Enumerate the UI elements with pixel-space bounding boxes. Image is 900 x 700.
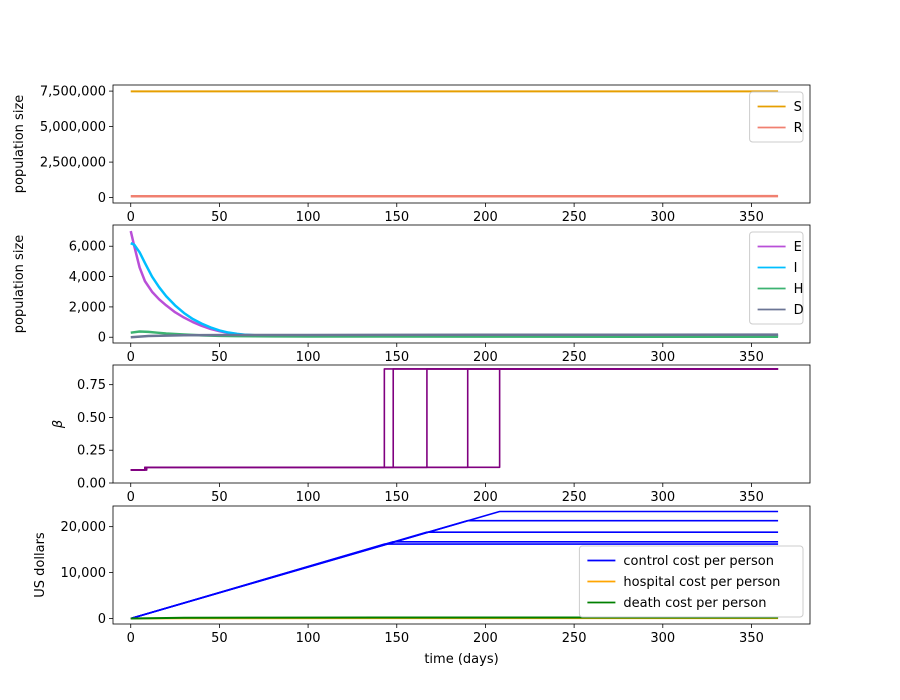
legend-label: I bbox=[794, 261, 798, 276]
x-tick-label: 150 bbox=[384, 631, 409, 646]
y-tick-label: 0.00 bbox=[77, 477, 106, 492]
y-axis-label: US dollars bbox=[33, 532, 48, 598]
legend-label: S bbox=[794, 100, 802, 115]
axes-frame bbox=[112, 364, 811, 484]
x-tick-label: 350 bbox=[739, 631, 764, 646]
x-tick-label: 0 bbox=[127, 350, 135, 365]
x-tick-label: 250 bbox=[562, 350, 587, 365]
x-tick-label: 350 bbox=[739, 210, 764, 225]
subplot-3: 0 50 100 150 200 250 300 350 0.00 0.25 0.50 0.75 β bbox=[51, 364, 811, 505]
legend-box bbox=[749, 231, 804, 325]
legend: control cost per person hospital cost per… bbox=[578, 545, 804, 618]
subplot-2: 0 50 100 150 200 250 300 350 0 2,000 4,000 6,000 pop… bbox=[12, 224, 811, 365]
series-line-run-1 bbox=[130, 368, 779, 471]
x-tick-label: 100 bbox=[296, 210, 321, 225]
legend-label: control cost per person bbox=[623, 554, 774, 569]
series-line-run-3 bbox=[130, 368, 779, 471]
x-tick-label: 350 bbox=[739, 490, 764, 505]
x-tick-label: 250 bbox=[562, 210, 587, 225]
x-tick-label: 300 bbox=[650, 350, 675, 365]
y-axis-label: population size bbox=[12, 95, 27, 194]
x-tick-label: 250 bbox=[562, 490, 587, 505]
x-tick-label: 350 bbox=[739, 350, 764, 365]
x-tick-label: 0 bbox=[127, 490, 135, 505]
x-tick-label: 150 bbox=[384, 210, 409, 225]
y-tick-label: 2,000 bbox=[69, 300, 106, 315]
series-line-i bbox=[130, 242, 779, 337]
x-tick-label: 100 bbox=[296, 490, 321, 505]
legend-label: hospital cost per person bbox=[623, 575, 780, 590]
x-tick-label: 200 bbox=[473, 631, 498, 646]
subplot-4: 0 50 100 150 200 250 300 350 0 10,000 20,000 US dol… bbox=[33, 505, 811, 667]
y-tick-label: 0 bbox=[98, 331, 106, 346]
x-tick-label: 300 bbox=[650, 210, 675, 225]
y-tick-label: 7,500,000 bbox=[40, 85, 106, 100]
series-line-run-2 bbox=[130, 368, 779, 471]
subplot-1: 0 50 100 150 200 250 300 350 0 2,500,000 5,000,000… bbox=[12, 84, 811, 225]
y-tick-label: 4,000 bbox=[69, 270, 106, 285]
series-line-run-5 bbox=[130, 510, 779, 620]
x-tick-label: 300 bbox=[650, 490, 675, 505]
legend-box bbox=[749, 91, 804, 143]
x-tick-label: 0 bbox=[127, 631, 135, 646]
y-tick-label: 6,000 bbox=[69, 240, 106, 255]
x-tick-label: 50 bbox=[211, 631, 228, 646]
x-tick-label: 50 bbox=[211, 210, 228, 225]
legend-label: death cost per person bbox=[623, 596, 766, 611]
legend-label: R bbox=[794, 121, 803, 136]
x-tick-label: 100 bbox=[296, 631, 321, 646]
y-tick-label: 0.50 bbox=[77, 411, 106, 426]
series-line-death-cost-per-person bbox=[130, 616, 779, 620]
y-tick-label: 0 bbox=[98, 191, 106, 206]
x-tick-label: 100 bbox=[296, 350, 321, 365]
y-tick-label: 0.25 bbox=[77, 444, 106, 459]
legend-label: E bbox=[794, 240, 802, 255]
legend-box bbox=[578, 545, 804, 618]
series-line-run-4 bbox=[130, 368, 779, 471]
axes-frame bbox=[112, 505, 811, 625]
legend: SR bbox=[749, 91, 804, 143]
axes-frame bbox=[112, 84, 811, 204]
series-group bbox=[130, 368, 779, 471]
x-axis-label: time (days) bbox=[424, 652, 498, 667]
series-line-run-5 bbox=[130, 368, 779, 471]
y-axis-label: population size bbox=[12, 235, 27, 334]
x-tick-label: 0 bbox=[127, 210, 135, 225]
x-tick-label: 200 bbox=[473, 490, 498, 505]
legend-label: D bbox=[794, 303, 804, 318]
legend-label: H bbox=[794, 282, 804, 297]
x-tick-label: 50 bbox=[211, 490, 228, 505]
x-tick-label: 250 bbox=[562, 631, 587, 646]
y-tick-label: 2,500,000 bbox=[40, 156, 106, 171]
series-group bbox=[130, 510, 779, 620]
x-tick-label: 200 bbox=[473, 350, 498, 365]
x-tick-label: 150 bbox=[384, 490, 409, 505]
x-tick-label: 150 bbox=[384, 350, 409, 365]
x-tick-label: 50 bbox=[211, 350, 228, 365]
series-group bbox=[129, 230, 779, 339]
y-tick-label: 0 bbox=[98, 612, 106, 627]
series-line-d bbox=[130, 333, 779, 339]
series-line-e bbox=[129, 230, 779, 337]
y-axis-label: β bbox=[51, 420, 66, 429]
y-tick-label: 20,000 bbox=[61, 520, 107, 535]
axes-frame bbox=[112, 224, 811, 344]
y-tick-label: 5,000,000 bbox=[40, 120, 106, 135]
x-tick-label: 200 bbox=[473, 210, 498, 225]
y-tick-label: 10,000 bbox=[61, 566, 107, 581]
y-tick-label: 0.75 bbox=[77, 378, 106, 393]
x-tick-label: 300 bbox=[650, 631, 675, 646]
series-group bbox=[130, 90, 779, 198]
